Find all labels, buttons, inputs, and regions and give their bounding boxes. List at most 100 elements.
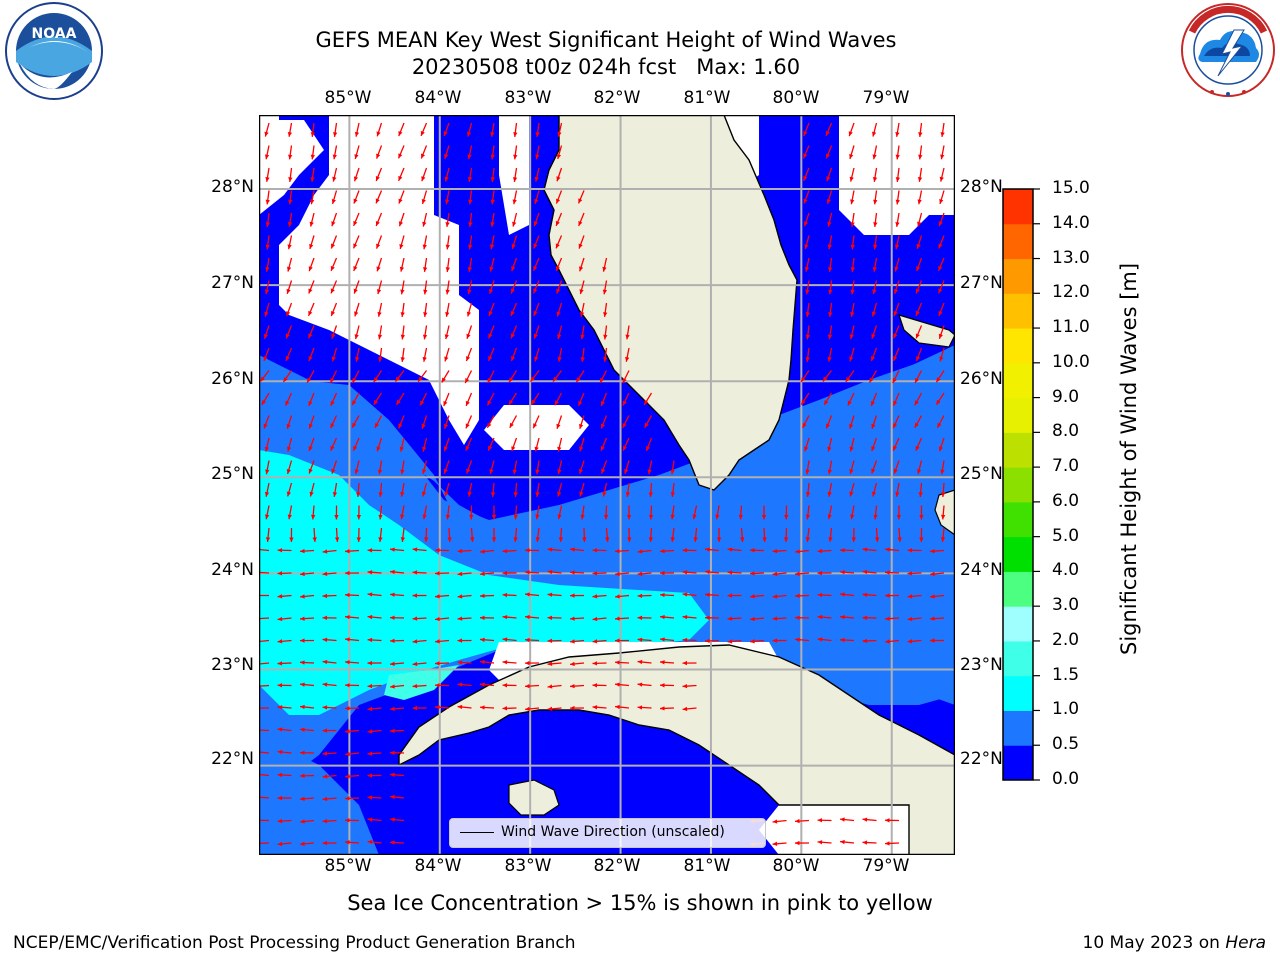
no-data-north-2 [499,115,529,235]
wave-direction-arrow [615,682,630,687]
wave-direction-arrow [915,437,923,452]
wave-direction-arrow [287,212,293,227]
wave-direction-arrow [468,235,473,250]
wave-direction-arrow [648,505,654,520]
lon-label-top-84w: 84°W [414,88,462,108]
wave-direction-arrow [309,212,315,227]
wave-direction-arrow [805,302,810,317]
wave-direction-arrow [804,257,810,272]
wave-direction-arrow [467,257,473,272]
wave-direction-arrow [659,548,675,554]
lon-label-top-82w: 82°W [593,88,641,108]
wave-direction-arrow [885,639,900,644]
colorbar-frame [1002,188,1034,781]
wave-direction-arrow [400,302,405,317]
wave-direction-arrow [308,257,315,272]
wave-direction-arrow [892,415,900,429]
wave-direction-arrow [614,638,630,643]
wave-direction-arrow [817,840,832,845]
wave-direction-arrow [489,235,495,250]
wave-direction-arrow [682,660,697,666]
wave-direction-arrow [441,370,450,383]
wave-direction-arrow [345,614,360,620]
wave-direction-arrow [873,190,878,205]
colorbar-segment [1003,223,1033,260]
wave-direction-arrow [286,257,293,272]
wave-direction-arrow [289,527,294,543]
wave-direction-arrow [805,280,810,295]
wave-direction-arrow [512,460,518,475]
wave-direction-arrow [535,122,540,137]
land-isla-juventud [508,779,560,816]
wave-direction-arrow [300,571,315,577]
wave-direction-arrow [884,841,900,846]
wave-direction-arrow [389,661,405,666]
wave-direction-arrow [468,190,473,205]
wave-direction-arrow [914,415,923,429]
wave-direction-arrow [535,145,540,160]
wave-direction-arrow [330,437,338,451]
colorbar-segment [1003,606,1033,642]
wave-direction-arrow [802,415,810,429]
wave-direction-arrow [277,571,292,576]
colorbar-segment [1003,432,1033,468]
wave-direction-arrow [277,683,292,688]
wave-direction-arrow [299,638,315,643]
wave-direction-arrow [555,190,563,204]
wave-direction-arrow [827,437,833,452]
wave-direction-arrow [605,527,610,543]
wave-direction-arrow [389,750,405,755]
wave-direction-arrow [915,280,923,294]
wave-direction-arrow [286,437,293,452]
wave-direction-arrow [557,505,563,520]
wave-direction-arrow [896,505,902,520]
wave-direction-arrow [805,505,811,520]
wave-direction-arrow [412,639,427,644]
wave-direction-arrow [310,167,315,182]
wave-direction-arrow [873,505,878,520]
lon-label-bottom-85w: 85°W [324,856,372,876]
lon-label-bottom-84w: 84°W [414,856,462,876]
wave-direction-arrow [870,392,878,407]
wave-direction-arrow [580,325,585,340]
wave-direction-arrow [353,167,360,182]
wave-direction-arrow [502,706,517,711]
wave-direction-arrow [299,750,315,755]
wave-direction-arrow [935,370,945,383]
wave-direction-arrow [444,347,450,362]
wave-direction-arrow [840,839,855,845]
wave-direction-arrow [772,594,787,599]
wave-direction-arrow [533,212,540,227]
wave-direction-arrow [322,796,337,802]
wave-direction-arrow [557,437,563,452]
wave-direction-arrow [367,706,382,712]
wave-direction-arrow [602,257,608,272]
wave-direction-arrow [390,569,405,575]
wave-direction-arrow [322,549,337,554]
wave-direction-arrow [376,257,383,272]
wave-direction-arrow [803,167,810,182]
wave-direction-arrow [422,235,428,250]
wave-direction-arrow [840,817,855,822]
legend-label: Wind Wave Direction (unscaled) [501,824,725,840]
wave-direction-arrow [398,415,405,429]
colorbar-tick-label: 15.0 [1052,178,1090,198]
lat-label-right-27n: 27°N [960,273,1003,293]
wave-direction-arrow [874,527,880,543]
wave-direction-arrow [331,347,338,362]
wave-direction-arrow [390,684,405,689]
wave-direction-arrow [862,547,877,552]
wave-direction-arrow [795,549,810,554]
wave-direction-arrow [579,302,585,317]
land-bahamas-n [898,314,955,348]
wave-direction-arrow [354,145,360,160]
wave-direction-arrow [390,547,405,552]
wave-direction-arrow [353,257,360,272]
wave-direction-arrow [524,637,540,643]
wave-direction-arrow [627,527,632,543]
wave-direction-arrow [487,370,495,384]
wave-direction-arrow [802,145,810,159]
wave-direction-arrow [356,527,361,543]
wave-direction-arrow [579,482,585,497]
wave-direction-arrow [915,325,923,339]
